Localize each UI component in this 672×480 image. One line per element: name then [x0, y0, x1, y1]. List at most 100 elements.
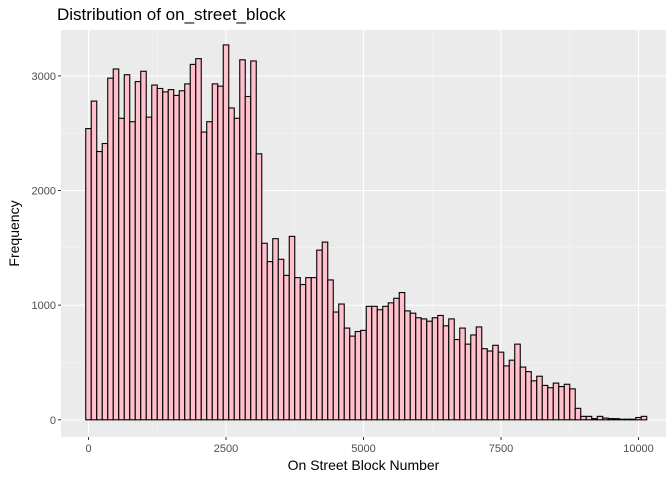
histogram-bar [90, 100, 98, 421]
histogram-bar [167, 89, 175, 421]
histogram-bar [349, 335, 356, 421]
histogram-bar [299, 283, 307, 421]
histogram-bar [365, 305, 373, 421]
histogram-bar [156, 87, 164, 421]
histogram-bar [255, 153, 263, 421]
histogram-bar [321, 241, 329, 421]
histogram-bar [618, 418, 626, 421]
histogram-bar [217, 85, 224, 421]
histogram-bar [497, 351, 505, 421]
histogram-bar [360, 329, 367, 421]
y-tick-label: 0 [50, 415, 56, 427]
chart-title: Distribution of on_street_block [57, 5, 286, 24]
histogram-bar [580, 415, 587, 421]
histogram-bar [420, 318, 428, 421]
histogram-bar [558, 386, 565, 421]
x-tick-label: 5000 [351, 443, 375, 455]
histogram-bar [453, 338, 461, 421]
histogram-bar [112, 68, 120, 421]
histogram-bar [415, 317, 422, 421]
histogram-bar [145, 116, 153, 421]
histogram-bar [189, 63, 197, 421]
histogram-bar [222, 44, 230, 421]
histogram-bar [437, 314, 444, 421]
histogram-bar [354, 330, 362, 421]
histogram-bar [283, 274, 290, 421]
histogram-bar [294, 277, 301, 421]
histogram-bar [519, 366, 527, 421]
histogram-bar [624, 418, 631, 421]
y-tick-label: 2000 [32, 186, 56, 198]
histogram-bar [129, 121, 136, 421]
histogram-bar [525, 371, 532, 421]
x-tick-label: 7500 [489, 443, 513, 455]
histogram-bar [96, 150, 103, 421]
histogram-bar [228, 107, 235, 421]
histogram-bar [552, 382, 560, 421]
histogram-bar [134, 81, 142, 421]
histogram-bar [184, 83, 191, 421]
x-axis: 0 2500 5000 7500 10000 [85, 437, 654, 455]
histogram-bar [640, 415, 648, 421]
histogram-bar [327, 279, 334, 421]
histogram-bar [475, 326, 483, 421]
histogram-bar [409, 312, 417, 421]
y-axis: 0 1000 2000 3000 [32, 71, 61, 427]
histogram-bar [569, 388, 576, 421]
histogram-bar [470, 334, 477, 421]
histogram-bar [123, 74, 131, 421]
histogram-bar [503, 365, 510, 421]
histogram-bar [404, 310, 411, 421]
histogram-bar [387, 302, 395, 421]
bars [85, 44, 648, 421]
x-tick-label: 2500 [214, 443, 238, 455]
histogram-bar [591, 418, 598, 421]
histogram-bar [211, 83, 219, 421]
histogram-bar [288, 235, 296, 421]
x-axis-title: On Street Block Number [288, 457, 440, 473]
histogram-bar [244, 95, 252, 421]
histogram-bar [272, 238, 279, 421]
histogram-bar [151, 84, 158, 421]
histogram-bar [602, 417, 609, 421]
y-tick-label: 1000 [32, 300, 56, 312]
histogram-bar [464, 343, 472, 421]
histogram-bar [338, 303, 345, 421]
histogram-bar [200, 131, 208, 421]
histogram-bar [607, 418, 615, 421]
histogram-bar [635, 416, 642, 421]
histogram-bar [574, 407, 582, 421]
x-tick-label: 10000 [623, 443, 654, 455]
histogram-bar [85, 128, 92, 421]
histogram-bar [508, 359, 516, 421]
histogram-bar [371, 305, 378, 421]
histogram-bar [332, 311, 340, 421]
histogram-bar [239, 59, 246, 421]
histogram-bar [118, 117, 125, 421]
histogram-bar [585, 415, 593, 421]
histogram-bar [514, 343, 521, 421]
histogram-bar [393, 297, 400, 421]
histogram-bar [530, 380, 538, 421]
histogram-bar [310, 277, 318, 421]
y-axis-title: Frequency [6, 200, 22, 266]
histogram-bar [107, 77, 114, 421]
histogram-bar [613, 418, 620, 421]
histogram-bar [448, 318, 455, 421]
histogram-bar [178, 90, 186, 421]
histogram-bar [629, 418, 637, 421]
histogram-bar [101, 142, 109, 421]
histogram-bar [233, 117, 241, 421]
histogram-bar [442, 325, 450, 421]
histogram-bar [277, 258, 285, 421]
histogram-bar [305, 277, 312, 421]
histogram-bar [459, 327, 466, 421]
histogram-bar [376, 309, 384, 421]
histogram-bar [316, 249, 323, 421]
y-tick-label: 3000 [32, 71, 56, 83]
histogram-bar [343, 327, 351, 421]
x-tick-label: 0 [85, 443, 91, 455]
histogram-bar [173, 94, 180, 421]
histogram-bar [486, 350, 494, 421]
